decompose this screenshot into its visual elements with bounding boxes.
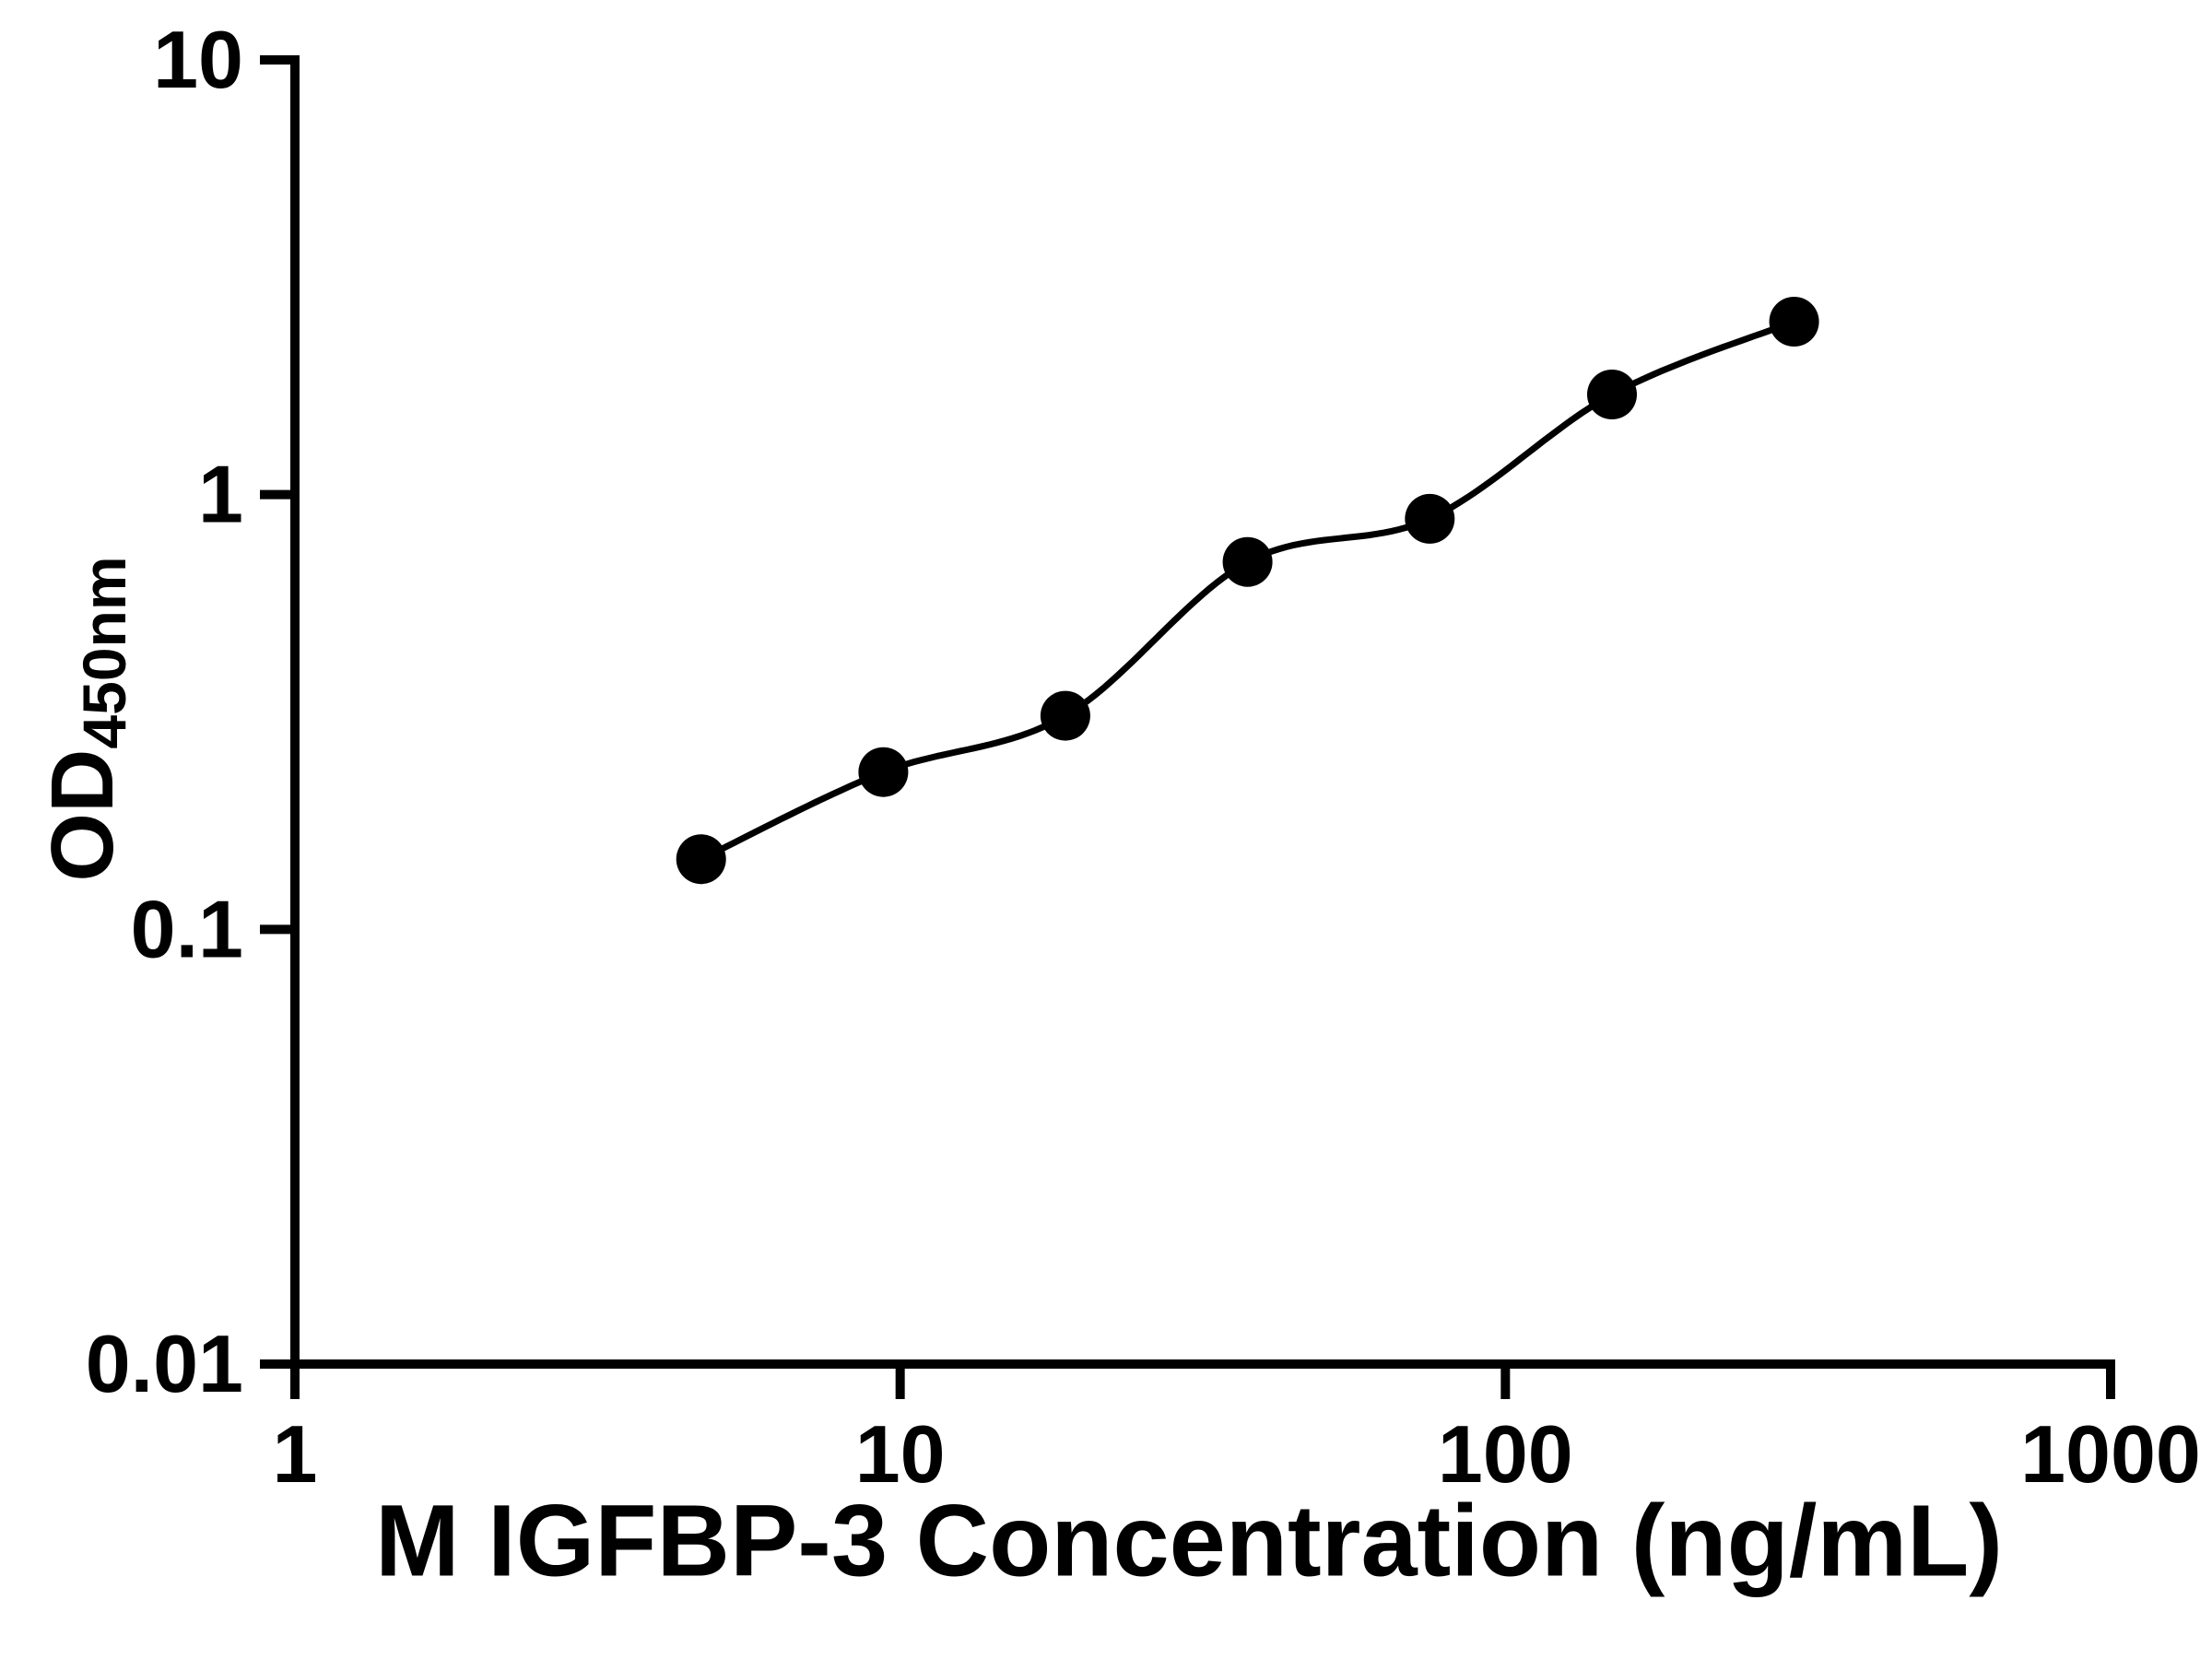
y-axis-title-subscript: 450nm [70, 556, 138, 749]
x-tick-label: 100 [1438, 1408, 1573, 1500]
data-point [676, 834, 726, 885]
y-tick-label: 0.01 [86, 1318, 243, 1409]
data-point [1222, 536, 1273, 587]
x-tick-label: 1 [273, 1408, 318, 1500]
x-tick-label: 1000 [2020, 1408, 2201, 1500]
data-point [1587, 370, 1637, 419]
x-tick-label: 10 [855, 1408, 946, 1500]
axes-spine [290, 55, 2115, 1369]
y-tick-label: 10 [153, 14, 243, 105]
data-point [1405, 493, 1455, 544]
x-axis-title: M IGFBP-3 Concentration (ng/mL) [374, 1484, 2004, 1598]
y-tick-label: 0.1 [131, 883, 243, 974]
data-point [858, 747, 909, 797]
data-point [1040, 690, 1090, 741]
data-point [1769, 297, 1819, 347]
y-axis-title-main: OD [33, 748, 132, 882]
y-axis-title: OD450nm [32, 556, 138, 882]
y-tick-label: 1 [198, 449, 243, 540]
